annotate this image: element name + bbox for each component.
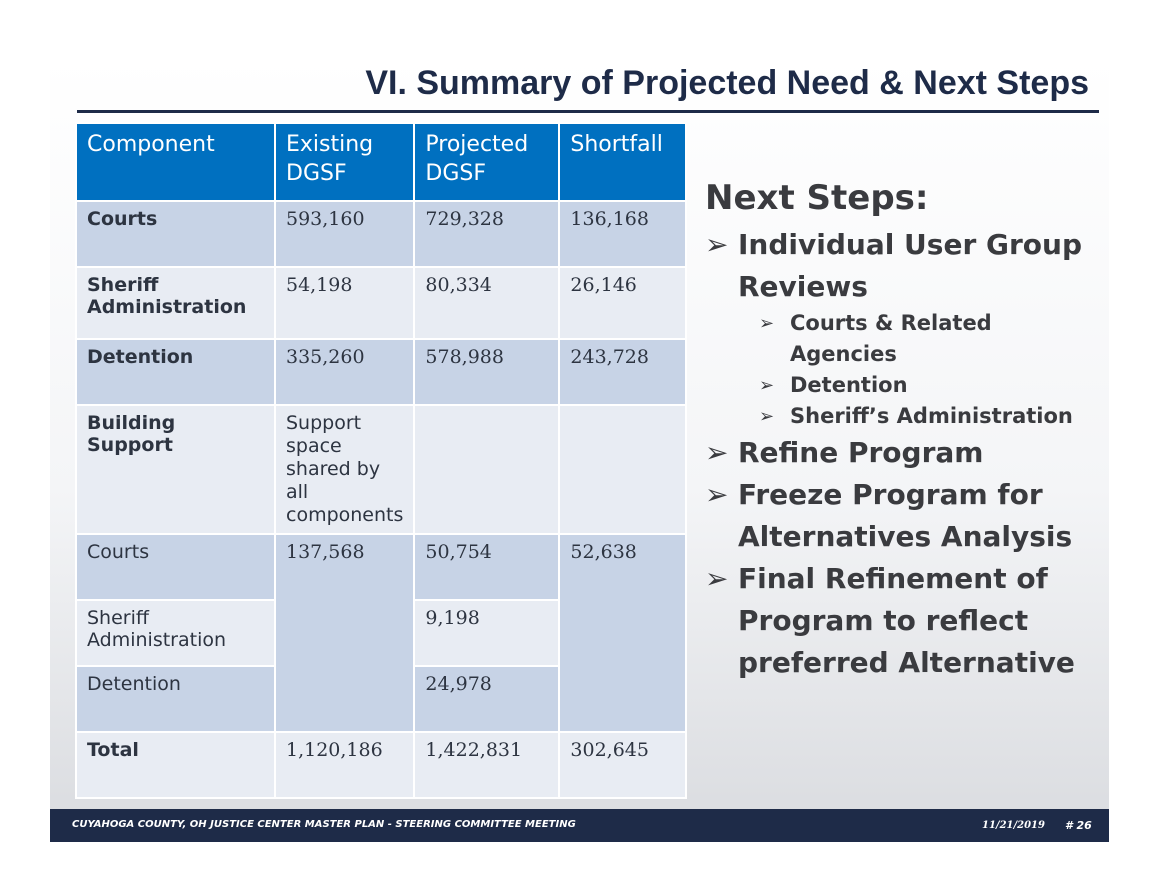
table-row: Detention 335,260 578,988 243,728 <box>75 338 688 406</box>
projected-value <box>413 404 561 535</box>
table-row: Sheriff Administration 54,198 80,334 26,… <box>75 266 688 340</box>
existing-note: Support space shared by all components <box>273 404 416 535</box>
next-step-item: ➢ Freeze Program for Alternatives Analys… <box>705 474 1105 558</box>
header-component: Component <box>75 122 276 202</box>
support-projected-value: 50,754 <box>413 533 561 601</box>
next-step-text: Refine Program <box>738 436 984 469</box>
shortfall-value: 26,146 <box>558 266 688 340</box>
next-step-subtext: Sheriff’s Administration <box>790 404 1073 428</box>
next-step-text: Freeze Program for Alternatives Analysis <box>738 478 1073 553</box>
support-row-label: Sheriff Administration <box>75 599 276 667</box>
row-label: Sheriff Administration <box>75 266 276 340</box>
existing-value: 593,160 <box>273 200 416 268</box>
next-step-subitem: ➢ Courts & Related Agencies <box>705 308 1105 370</box>
next-step-item: ➢ Refine Program <box>705 432 1105 474</box>
projected-value: 80,334 <box>413 266 561 340</box>
arrow-bullet-icon: ➢ <box>705 436 729 469</box>
next-steps: Next Steps: ➢ Individual User Group Revi… <box>705 178 1105 684</box>
support-row-label: Courts <box>75 533 276 601</box>
row-label: Building Support <box>75 404 276 535</box>
table-row: Courts 137,568 50,754 52,638 <box>75 533 688 733</box>
arrow-bullet-icon: ➢ <box>705 478 729 511</box>
table-row: Building Support Support space shared by… <box>75 404 688 535</box>
row-label: Courts <box>75 200 276 268</box>
slide-title: VI. Summary of Projected Need & Next Ste… <box>365 64 1089 102</box>
table-row: Detention 24,978 <box>75 665 686 733</box>
title-divider <box>77 110 1099 113</box>
arrow-bullet-icon: ➢ <box>759 406 775 427</box>
arrow-bullet-icon: ➢ <box>705 562 729 595</box>
next-steps-heading: Next Steps: <box>705 178 929 218</box>
header-existing: Existing DGSF <box>273 122 416 202</box>
next-step-subitem: ➢ Sheriff’s Administration <box>705 401 1105 432</box>
shortfall-value: 136,168 <box>558 200 688 268</box>
page-number: # 26 <box>1065 819 1092 832</box>
existing-value: 54,198 <box>273 266 416 340</box>
total-projected: 1,422,831 <box>413 731 561 799</box>
support-existing-value: 137,568 <box>273 533 416 733</box>
footer-text: CUYAHOGA COUNTY, OH JUSTICE CENTER MASTE… <box>72 819 576 830</box>
total-row: Total 1,120,186 1,422,831 302,645 <box>75 731 688 799</box>
header-shortfall: Shortfall <box>558 122 688 202</box>
arrow-bullet-icon: ➢ <box>705 228 729 261</box>
row-label: Detention <box>75 338 276 406</box>
table-row: Courts 593,160 729,328 136,168 <box>75 200 688 268</box>
shortfall-value: 243,728 <box>558 338 688 406</box>
total-existing: 1,120,186 <box>273 731 416 799</box>
projected-value: 578,988 <box>413 338 561 406</box>
slide: VI. Summary of Projected Need & Next Ste… <box>50 58 1109 842</box>
next-step-subitem: ➢ Detention <box>705 370 1105 401</box>
next-step-text: Final Refinement of Program to reflect p… <box>738 562 1075 679</box>
arrow-bullet-icon: ➢ <box>759 375 775 396</box>
existing-value: 335,260 <box>273 338 416 406</box>
next-step-item: ➢ Individual User Group Reviews <box>705 224 1105 308</box>
support-shortfall-value: 52,638 <box>558 533 688 733</box>
next-step-subtext: Detention <box>790 373 908 397</box>
table-row: Sheriff Administration 9,198 <box>75 599 686 667</box>
projected-value: 729,328 <box>413 200 561 268</box>
shortfall-value <box>558 404 688 535</box>
arrow-bullet-icon: ➢ <box>759 313 775 334</box>
footer-bar: CUYAHOGA COUNTY, OH JUSTICE CENTER MASTE… <box>50 809 1109 842</box>
total-shortfall: 302,645 <box>558 731 688 799</box>
footer-date: 11/21/2019 <box>982 820 1045 831</box>
next-step-item: ➢ Final Refinement of Program to reflect… <box>705 558 1105 684</box>
header-projected: Projected DGSF <box>413 122 561 202</box>
next-step-subtext: Courts & Related Agencies <box>790 311 992 366</box>
summary-table: Component Existing DGSF Projected DGSF S… <box>75 122 688 799</box>
table-header-row: Component Existing DGSF Projected DGSF S… <box>75 122 688 202</box>
support-row-label: Detention <box>75 665 276 733</box>
next-step-text: Individual User Group Reviews <box>738 228 1083 303</box>
support-projected-value: 24,978 <box>413 665 561 733</box>
total-label: Total <box>75 731 276 799</box>
support-projected-value: 9,198 <box>413 599 561 667</box>
